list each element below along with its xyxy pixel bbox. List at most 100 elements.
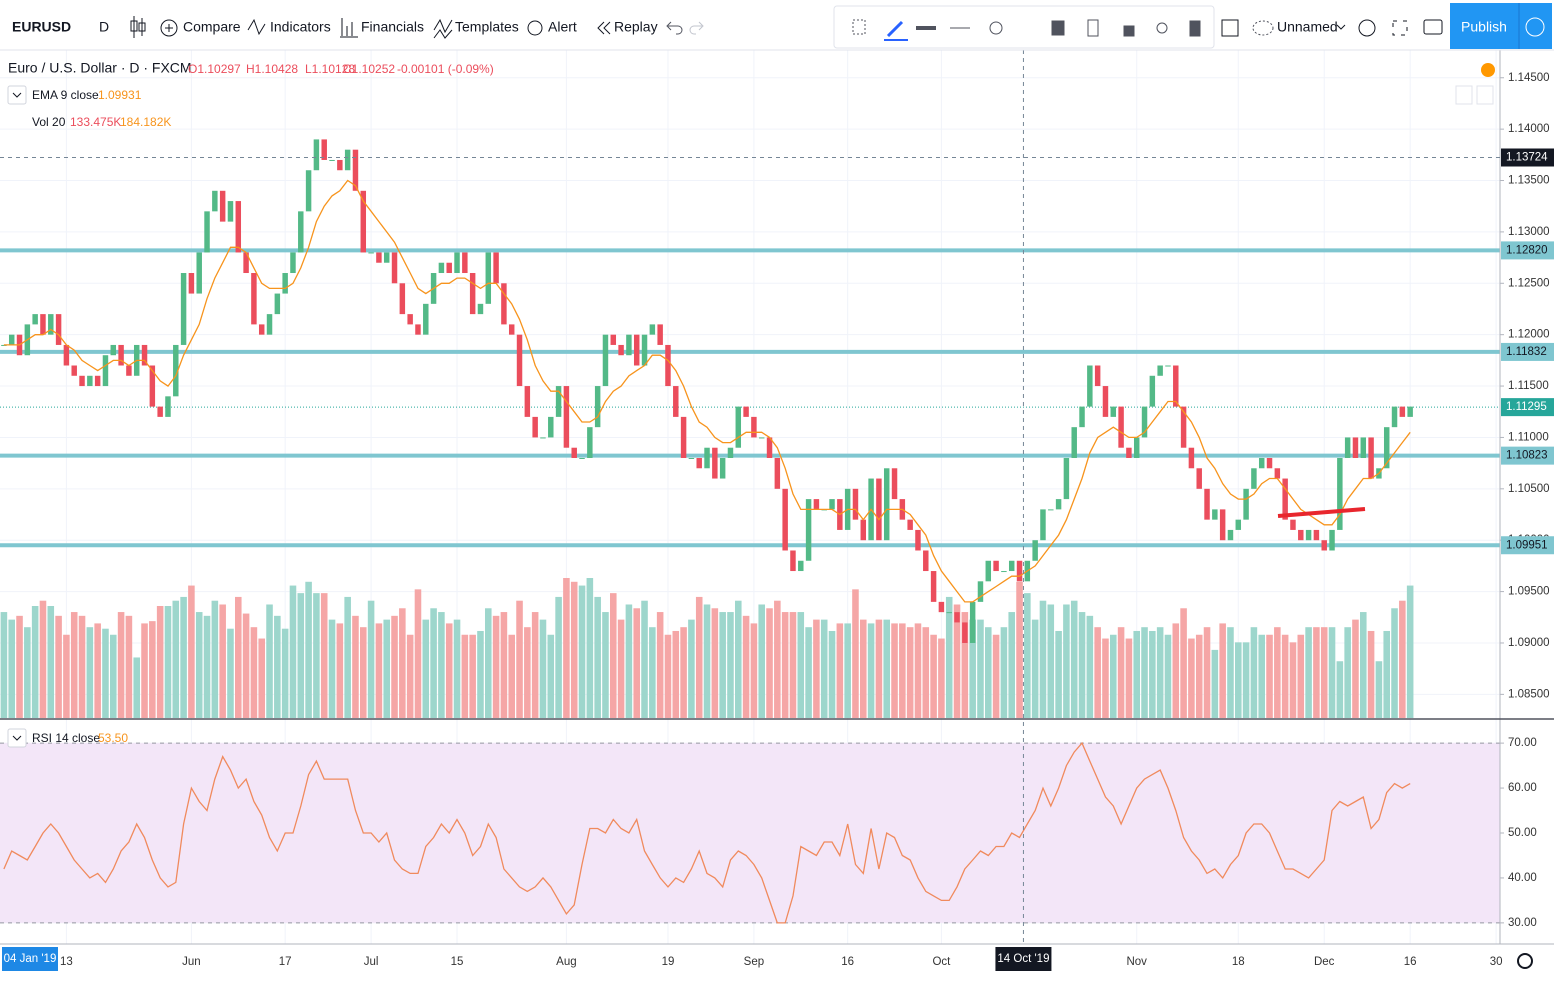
volume-bar bbox=[1258, 634, 1265, 718]
volume-bar bbox=[1305, 627, 1312, 718]
volume-bar bbox=[1406, 585, 1414, 718]
axis-settings[interactable] bbox=[1517, 953, 1533, 969]
toolbar-button[interactable]: Financials bbox=[361, 19, 424, 35]
volume-bar bbox=[94, 623, 101, 718]
candle-body bbox=[641, 334, 648, 366]
volume-bar bbox=[141, 623, 148, 718]
candle-body bbox=[1196, 468, 1202, 489]
candle-body bbox=[1298, 529, 1304, 541]
toolbar-button[interactable]: Replay bbox=[614, 19, 658, 35]
candle-body bbox=[798, 560, 804, 572]
crosshair-x-badge bbox=[995, 947, 1052, 971]
snapshot-icon[interactable] bbox=[1423, 19, 1443, 35]
volume-bar bbox=[555, 596, 562, 718]
symbol[interactable]: EURUSD bbox=[12, 19, 71, 35]
checkbox[interactable] bbox=[1221, 19, 1239, 37]
x-tick-label: Nov bbox=[1126, 956, 1147, 968]
candle-body bbox=[1063, 457, 1070, 500]
y-tick-label: 30.00 bbox=[1508, 917, 1537, 929]
candle-body bbox=[40, 314, 46, 335]
volume-bar bbox=[961, 612, 969, 718]
volume-bar bbox=[1297, 634, 1305, 718]
candle-body bbox=[696, 457, 702, 469]
replay-icon[interactable] bbox=[597, 21, 611, 35]
candle-body bbox=[633, 334, 640, 366]
volume-bar bbox=[828, 630, 836, 718]
y-tick-label: 1.13500 bbox=[1508, 175, 1550, 187]
stream-icon[interactable] bbox=[1525, 17, 1545, 37]
trend-line-drawing[interactable] bbox=[1277, 507, 1366, 518]
x-tick-label: 18 bbox=[1232, 956, 1245, 968]
candle-body bbox=[266, 314, 273, 335]
candle-body bbox=[524, 386, 531, 417]
y-tick-label: 1.10500 bbox=[1508, 483, 1550, 495]
candle-body bbox=[1352, 437, 1359, 458]
volume-bar bbox=[1274, 627, 1281, 718]
level-label: 1.12820 bbox=[1506, 244, 1548, 256]
cloud-icon bbox=[1252, 20, 1274, 36]
last-price-label: 1.11295 bbox=[1506, 401, 1547, 413]
candle-body bbox=[383, 252, 390, 263]
candle-body bbox=[579, 457, 585, 459]
financials-icon[interactable] bbox=[340, 18, 358, 38]
candle-body bbox=[1040, 509, 1046, 541]
publish-button[interactable] bbox=[1450, 3, 1552, 49]
undo[interactable] bbox=[666, 21, 683, 35]
drawing-tools[interactable] bbox=[852, 19, 1201, 41]
volume-bar bbox=[524, 627, 531, 718]
volume-bar bbox=[133, 657, 140, 718]
redo[interactable] bbox=[689, 21, 704, 35]
volume-bar bbox=[63, 634, 70, 718]
reset-button[interactable] bbox=[1476, 85, 1494, 105]
settings-icon[interactable] bbox=[1358, 19, 1376, 37]
candle-body bbox=[1368, 437, 1374, 479]
scroll-button[interactable] bbox=[1455, 85, 1473, 105]
candle-body bbox=[71, 365, 77, 376]
volume-bar bbox=[992, 634, 1000, 718]
candle-body bbox=[337, 159, 343, 171]
volume-bar bbox=[469, 634, 476, 718]
volume-bar bbox=[727, 612, 734, 718]
candle-body bbox=[1321, 540, 1327, 551]
toolbar-button[interactable]: Compare bbox=[183, 19, 241, 35]
indicators-icon[interactable] bbox=[247, 18, 266, 36]
volume-bar bbox=[1336, 661, 1344, 718]
layout-name[interactable]: Unnamed bbox=[1277, 19, 1338, 35]
volume-bar bbox=[594, 596, 601, 718]
compare-plus bbox=[165, 24, 173, 32]
toolbar-button[interactable]: Indicators bbox=[270, 19, 331, 35]
volume-bar bbox=[703, 604, 711, 718]
chart-style-icon[interactable] bbox=[130, 16, 146, 38]
toolbar-button[interactable]: Alert bbox=[548, 19, 577, 35]
interval[interactable]: D bbox=[99, 19, 109, 35]
alert-icon[interactable] bbox=[527, 20, 543, 36]
volume-bar bbox=[1063, 604, 1070, 718]
legend-symbol: Euro / U.S. Dollar · D · FXCM bbox=[8, 60, 192, 76]
candle-body bbox=[1188, 447, 1195, 469]
templates-icon[interactable] bbox=[433, 18, 453, 39]
publish-label[interactable]: Publish bbox=[1461, 19, 1507, 35]
dropdown[interactable] bbox=[1336, 24, 1346, 30]
y-tick-label: 1.11500 bbox=[1508, 380, 1549, 392]
x-tick-label: Dec bbox=[1314, 956, 1335, 968]
candle-body bbox=[782, 488, 788, 551]
volume-bar bbox=[1367, 630, 1375, 718]
warning-icon[interactable] bbox=[1481, 63, 1495, 77]
volume-bar bbox=[203, 615, 211, 718]
volume-bar bbox=[8, 619, 15, 718]
candle-body bbox=[930, 571, 937, 602]
candle-body bbox=[1337, 457, 1343, 530]
candle-body bbox=[774, 457, 781, 489]
candle-body bbox=[423, 303, 429, 335]
volume-bar bbox=[656, 612, 664, 718]
legend-close: C1.10252 bbox=[343, 62, 395, 76]
compare-icon[interactable] bbox=[160, 19, 178, 37]
legend-collapse[interactable] bbox=[7, 85, 27, 105]
volume-bar bbox=[1133, 630, 1140, 718]
rsi-collapse[interactable] bbox=[7, 728, 27, 748]
candle-body bbox=[915, 529, 921, 551]
volume-bar bbox=[1031, 619, 1039, 718]
start-label: 04 Jan '19 bbox=[4, 953, 57, 965]
toolbar-button[interactable]: Templates bbox=[455, 19, 519, 35]
volume-bar bbox=[735, 600, 742, 718]
